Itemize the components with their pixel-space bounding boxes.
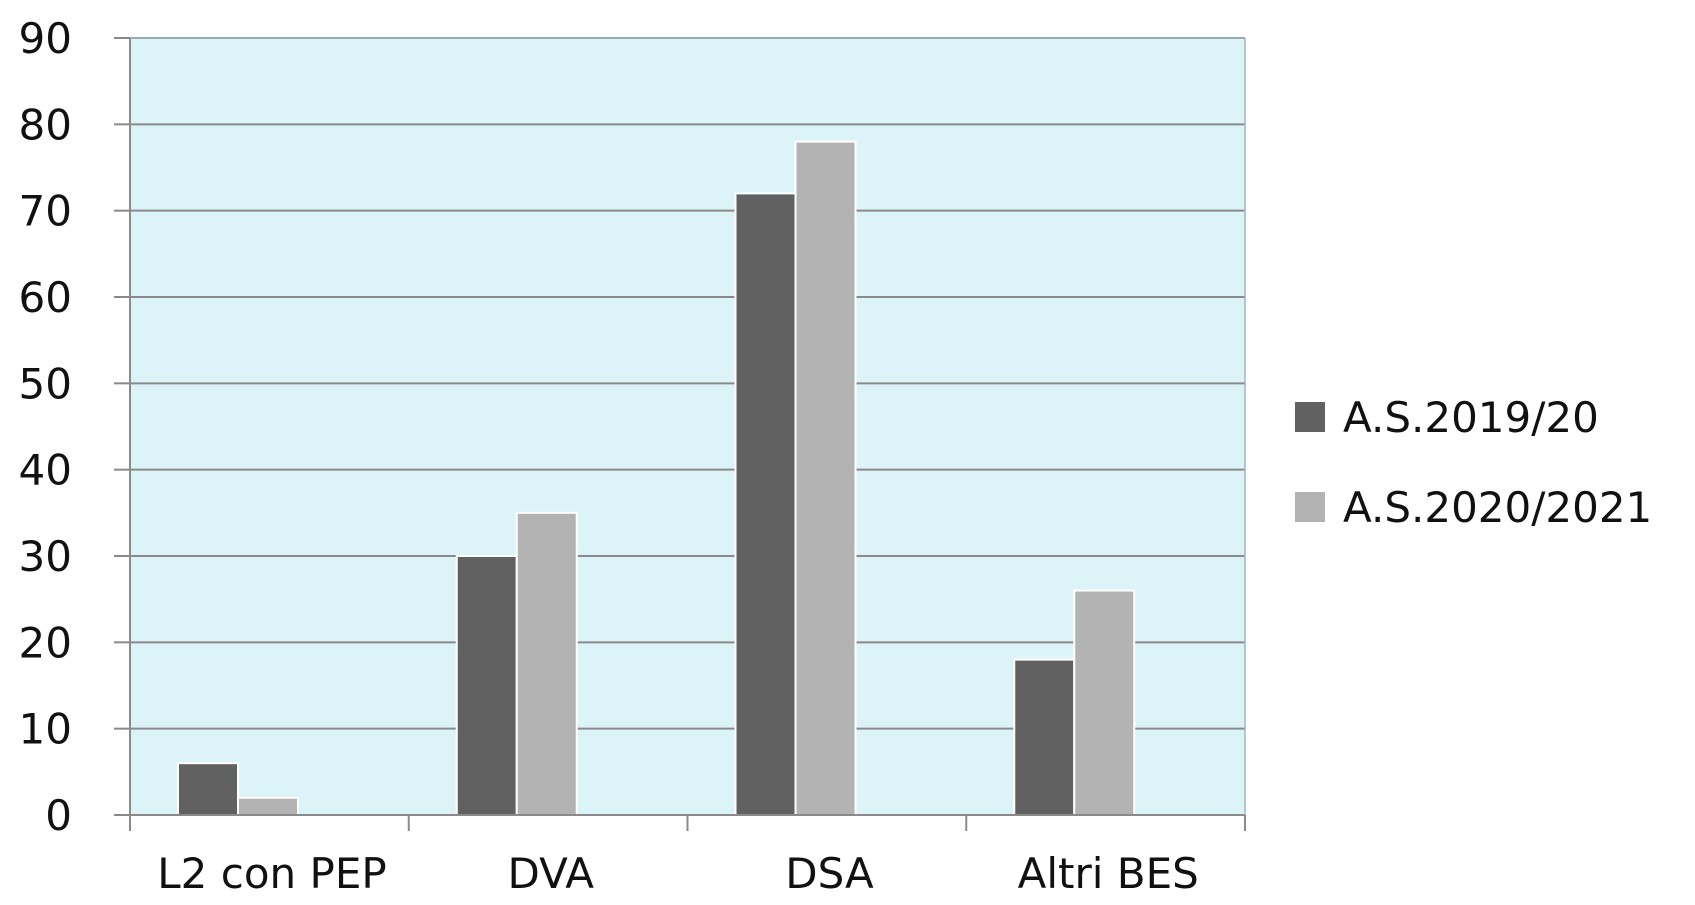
bar [734,192,797,816]
y-tick-label: 0 [45,791,72,840]
y-tick-label: 20 [19,618,72,667]
bar [455,555,518,816]
x-tick-label: DSA [785,849,874,898]
y-tick-label: 30 [19,532,72,581]
bar [237,796,299,817]
y-tick-label: 50 [19,359,72,408]
bar [1013,658,1076,816]
y-tick-label: 70 [19,187,72,236]
legend-swatch [1295,402,1325,432]
y-tick-label: 10 [19,705,72,754]
legend-label: A.S.2020/2021 [1343,483,1652,532]
y-tick-label: 90 [19,14,72,63]
legend-swatch [1295,492,1325,522]
bars [177,140,1136,817]
bar [794,140,857,817]
y-tick-label: 40 [19,446,72,495]
x-tick-label: Altri BES [1018,849,1199,898]
y-tick-labels: 0 10 20 30 40 50 60 70 80 90 [19,14,72,840]
bar [177,762,239,817]
axes [114,37,1246,831]
bar [1073,589,1136,816]
legend: A.S.2019/20 A.S.2020/2021 [1295,393,1652,532]
y-tick-label: 60 [19,273,72,322]
y-tick-label: 80 [19,100,72,149]
x-tick-label: DVA [508,849,595,898]
x-tick-label: L2 con PEP [157,849,386,898]
x-tick-labels: L2 con PEP DVA DSA Altri BES [157,849,1199,898]
bar [515,511,578,816]
legend-label: A.S.2019/20 [1343,393,1599,442]
